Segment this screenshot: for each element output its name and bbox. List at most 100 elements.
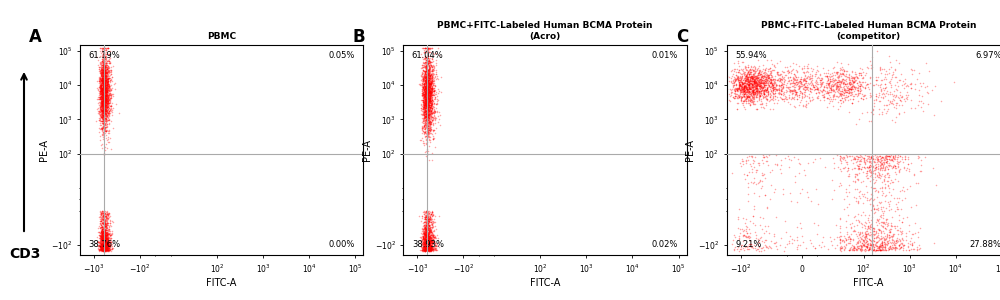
Point — [857, 80, 873, 85]
Point — [761, 244, 777, 249]
Point — [96, 77, 112, 82]
Point — [96, 90, 112, 95]
Point — [95, 117, 111, 122]
Point — [98, 90, 114, 95]
Point — [424, 63, 440, 68]
Point — [422, 248, 438, 253]
Point — [97, 69, 113, 74]
Point — [416, 90, 432, 94]
Point — [96, 247, 112, 252]
Point — [420, 111, 436, 116]
Point — [97, 235, 113, 240]
Point — [417, 85, 433, 90]
Point — [417, 233, 433, 238]
Point — [98, 214, 114, 219]
Point — [739, 94, 755, 99]
Point — [95, 248, 111, 252]
Point — [891, 96, 907, 101]
Point — [419, 106, 435, 111]
Point — [811, 89, 827, 94]
Point — [95, 238, 111, 243]
Point — [733, 89, 749, 94]
Point — [93, 101, 109, 106]
Point — [97, 125, 113, 130]
Point — [888, 114, 904, 119]
Point — [95, 246, 111, 251]
Point — [93, 83, 109, 88]
Point — [858, 184, 874, 188]
Point — [92, 217, 108, 222]
Point — [418, 243, 434, 248]
Point — [736, 91, 752, 96]
Point — [97, 99, 113, 104]
Point — [420, 230, 436, 235]
Point — [736, 71, 752, 76]
Point — [422, 64, 438, 69]
Point — [424, 89, 440, 94]
Point — [417, 231, 433, 236]
Point — [420, 236, 436, 241]
Point — [97, 106, 113, 111]
Point — [101, 214, 117, 219]
Point — [97, 247, 113, 252]
Point — [417, 239, 433, 244]
Point — [730, 75, 746, 80]
Point — [99, 96, 115, 100]
Point — [416, 83, 432, 88]
Point — [416, 106, 432, 110]
Point — [419, 227, 435, 232]
Point — [100, 226, 116, 231]
Point — [416, 82, 432, 87]
Point — [102, 103, 118, 108]
Point — [418, 247, 434, 252]
Point — [99, 85, 115, 89]
Point — [98, 97, 114, 102]
Point — [745, 77, 761, 82]
Point — [98, 102, 114, 107]
Point — [95, 109, 111, 113]
Point — [879, 232, 895, 237]
Point — [752, 85, 768, 90]
Point — [838, 90, 854, 94]
Point — [93, 244, 109, 249]
Point — [95, 241, 111, 246]
Point — [94, 58, 110, 63]
Point — [737, 245, 753, 250]
Point — [422, 98, 438, 102]
Point — [99, 83, 115, 88]
Point — [94, 208, 110, 213]
Point — [421, 240, 437, 245]
X-axis label: FITC-A: FITC-A — [853, 278, 884, 288]
Point — [96, 81, 112, 85]
Point — [748, 89, 764, 94]
Point — [418, 71, 434, 76]
Point — [869, 235, 885, 239]
Point — [752, 102, 768, 106]
Point — [425, 116, 441, 120]
Point — [792, 85, 808, 89]
Point — [100, 76, 116, 81]
Point — [95, 92, 111, 97]
Point — [96, 69, 112, 74]
Point — [419, 84, 435, 88]
Point — [849, 74, 865, 79]
Point — [780, 153, 796, 158]
Point — [420, 237, 436, 242]
Point — [417, 236, 433, 241]
Point — [804, 94, 820, 99]
Point — [97, 232, 113, 237]
Point — [422, 94, 438, 99]
Point — [100, 241, 116, 246]
Point — [421, 98, 437, 103]
Point — [419, 81, 435, 86]
Point — [95, 224, 111, 229]
Point — [424, 219, 440, 224]
Point — [96, 248, 112, 252]
Point — [97, 106, 113, 111]
Point — [763, 88, 779, 92]
Point — [94, 53, 110, 58]
Point — [419, 76, 435, 81]
Point — [98, 231, 114, 236]
Point — [419, 238, 435, 243]
Point — [97, 65, 113, 70]
